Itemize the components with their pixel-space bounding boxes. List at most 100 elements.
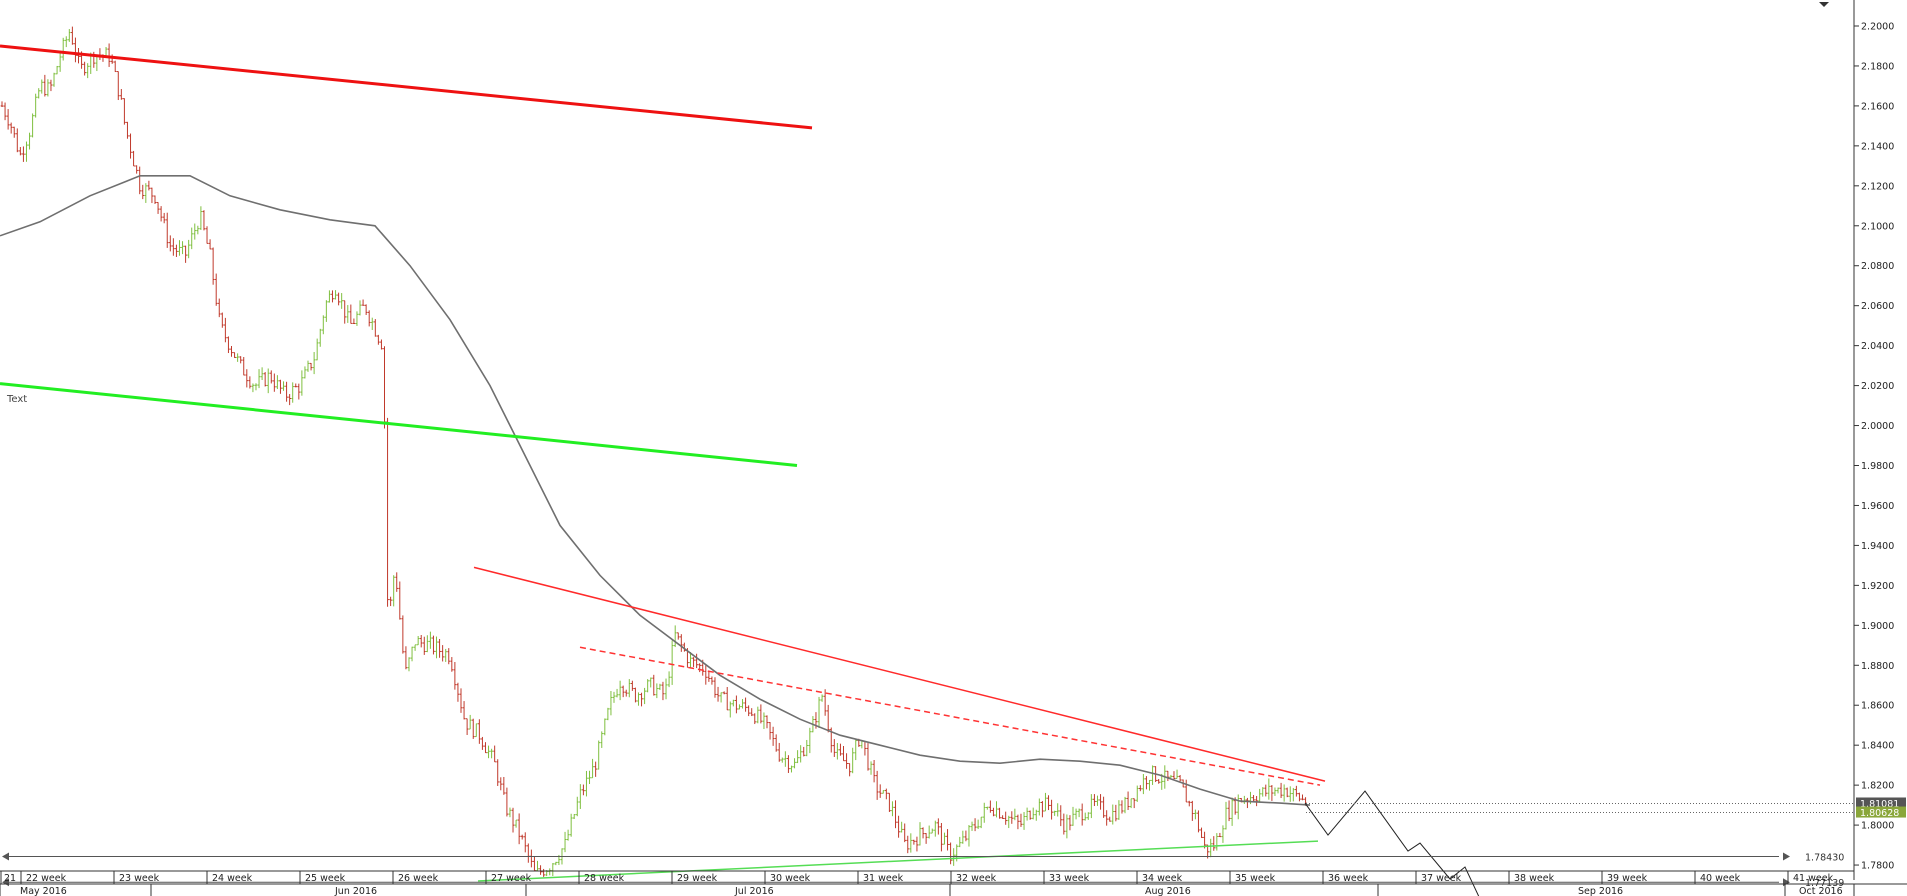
ohlc-bar [1120,800,1124,814]
ohlc-bar [3,102,7,121]
month-label: Sep 2016 [1578,886,1623,896]
y-tick-label: 1.8000 [1861,821,1894,832]
ohlc-bar [735,695,738,714]
ohlc-bar [716,686,720,702]
ohlc-bar [1059,805,1063,827]
ohlc-bar [973,818,977,832]
ohlc-bar [759,704,763,724]
ohlc-bar [878,784,882,798]
scroll-down-icon[interactable] [1819,2,1829,7]
week-label: 23 week [119,873,160,884]
ohlc-bar [1215,833,1219,851]
ohlc-bar [126,121,129,139]
y-tick-label: 1.9200 [1861,581,1894,592]
ohlc-bar [612,691,616,703]
ohlc-bar [1074,808,1078,820]
ohlc-bar [340,293,344,309]
ohlc-bar [569,813,573,837]
ohlc-bar [1065,814,1069,839]
ohlc-bar [780,757,784,763]
ohlc-bar [1004,811,1008,825]
ohlc-bar [162,212,166,224]
ohlc-bar [1194,809,1197,820]
ohlc-bar [337,292,340,306]
ohlc-bar [588,770,591,784]
ohlc-bar [193,223,197,240]
ohlc-bar [438,638,441,658]
ohlc-bar [502,776,506,795]
ohlc-bar [55,65,59,75]
ohlc-bar [1291,787,1295,802]
projection [1304,790,1480,896]
ohlc-bar [40,79,44,94]
ohlc-bar [624,689,628,697]
week-label: 40 week [1700,873,1741,884]
ohlc-bar [1151,765,1154,785]
ohlc-bar [70,26,74,45]
ohlc-bar [254,383,258,391]
ohlc-bar [1138,785,1142,792]
ohlc-bar [1071,806,1075,826]
ohlc-bar [924,833,928,844]
ohlc-bar [1025,807,1029,821]
ohlc-bar [765,715,769,729]
ohlc-bar [294,383,298,388]
ohlc-bar [416,635,420,646]
ohlc-bar [1028,810,1032,820]
ohlc-bar [141,184,145,200]
ohlc-bar [832,739,836,757]
ohlc-bar [1126,791,1130,811]
ohlc-bar [116,71,120,101]
ohlc-bar [695,653,699,669]
ohlc-bars [0,26,1307,877]
ohlc-bar [83,61,87,76]
level-arrow-left-icon [2,852,9,861]
ohlc-bar [961,830,965,844]
ohlc-bar [725,686,729,711]
ohlc-bar [967,825,971,847]
week-label: 24 week [212,873,253,884]
ohlc-bar [900,821,904,833]
ohlc-bar [22,146,25,162]
ohlc-bar [135,165,139,174]
ohlc-bar [793,758,796,769]
ohlc-bar [1209,838,1213,858]
ohlc-bar [150,187,154,204]
ohlc-bar [787,755,790,773]
ohlc-bar [12,126,16,138]
ohlc-bar [113,60,117,73]
ohlc-bar [517,813,521,845]
ohlc-bar [159,206,163,222]
ohlc-bar [578,784,582,809]
ohlc-bar [453,662,457,690]
ohlc-bar [719,692,723,703]
price-badge: 1.81081 [1856,797,1906,810]
ohlc-bar [615,688,619,698]
ohlc-bar [233,352,236,358]
ohlc-bar [572,814,576,820]
ohlc-bar [227,336,230,354]
ohlc-bar [933,820,937,837]
ohlc-bar [493,745,497,763]
ohlc-bar [343,300,347,324]
ohlc-bar [168,235,172,252]
ohlc-bar [591,758,594,779]
ohlc-bar [949,842,952,865]
ohlc-bar [970,821,974,831]
ohlc-bar [64,36,68,48]
ohlc-bar [43,74,47,97]
ohlc-bar [31,113,34,138]
ohlc-bar [86,63,90,79]
ohlc-bar [505,787,509,817]
ohlc-bar [637,692,640,706]
ohlc-bar [1044,792,1047,812]
ohlc-bar [331,290,334,303]
y-tick-label: 1.9400 [1861,541,1894,552]
ohlc-bar [634,687,637,703]
ohlc-bar [823,689,827,716]
ohlc-bar [826,704,830,733]
ohlc-bar [276,375,279,390]
y-tick-label: 2.0200 [1861,381,1894,392]
ohlc-bar [156,201,160,214]
